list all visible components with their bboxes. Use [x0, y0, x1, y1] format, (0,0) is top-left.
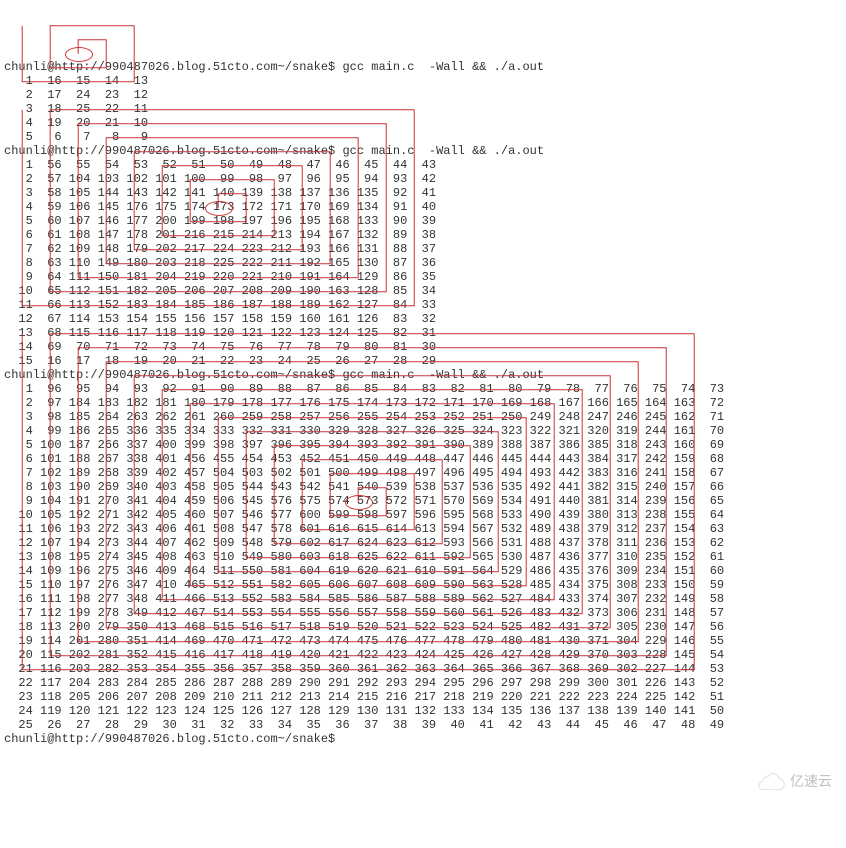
grid-row: 2 17 24 23 12: [4, 88, 846, 102]
grid-row: 15 110 197 276 347 410 465 512 551 582 6…: [4, 578, 846, 592]
grid-row: 6 61 108 147 178 201 216 215 214 213 194…: [4, 228, 846, 242]
grid-row: 5 60 107 146 177 200 199 198 197 196 195…: [4, 214, 846, 228]
grid-row: 8 63 110 149 180 203 218 225 222 211 192…: [4, 256, 846, 270]
grid-row: 8 103 190 269 340 403 458 505 544 543 54…: [4, 480, 846, 494]
watermark: 亿速云: [758, 772, 832, 790]
grid-row: 18 113 200 279 350 413 468 515 516 517 5…: [4, 620, 846, 634]
grid-row: 16 111 198 277 348 411 466 513 552 583 5…: [4, 592, 846, 606]
grid-row: 9 104 191 270 341 404 459 506 545 576 57…: [4, 494, 846, 508]
grid-row: 19 114 201 280 351 414 469 470 471 472 4…: [4, 634, 846, 648]
shell-prompt: chunli@http://990487026.blog.51cto.com~/…: [4, 732, 846, 746]
grid-row: 23 118 205 206 207 208 209 210 211 212 2…: [4, 690, 846, 704]
grid-row: 7 102 189 268 339 402 457 504 503 502 50…: [4, 466, 846, 480]
grid-row: 1 96 95 94 93 92 91 90 89 88 87 86 85 84…: [4, 382, 846, 396]
grid-row: 10 65 112 151 182 205 206 207 208 209 19…: [4, 284, 846, 298]
grid-row: 15 16 17 18 19 20 21 22 23 24 25 26 27 2…: [4, 354, 846, 368]
grid-row: 12 107 194 273 344 407 462 509 548 579 6…: [4, 536, 846, 550]
grid-row: 14 109 196 275 346 409 464 511 550 581 6…: [4, 564, 846, 578]
grid-row: 3 58 105 144 143 142 141 140 139 138 137…: [4, 186, 846, 200]
grid-row: 9 64 111 150 181 204 219 220 221 210 191…: [4, 270, 846, 284]
grid-row: 25 26 27 28 29 30 31 32 33 34 35 36 37 3…: [4, 718, 846, 732]
grid-row: 1 16 15 14 13: [4, 74, 846, 88]
cloud-icon: [758, 772, 786, 790]
grid-row: 4 59 106 145 176 175 174 173 172 171 170…: [4, 200, 846, 214]
grid-row: 7 62 109 148 179 202 217 224 223 212 193…: [4, 242, 846, 256]
grid-row: 11 106 193 272 343 406 461 508 547 578 6…: [4, 522, 846, 536]
grid-row: 4 99 186 265 336 335 334 333 332 331 330…: [4, 424, 846, 438]
grid-row: 12 67 114 153 154 155 156 157 158 159 16…: [4, 312, 846, 326]
grid-row: 20 115 202 281 352 415 416 417 418 419 4…: [4, 648, 846, 662]
grid-row: 5 100 187 266 337 400 399 398 397 396 39…: [4, 438, 846, 452]
grid-row: 3 98 185 264 263 262 261 260 259 258 257…: [4, 410, 846, 424]
grid-row: 24 119 120 121 122 123 124 125 126 127 1…: [4, 704, 846, 718]
grid-row: 2 57 104 103 102 101 100 99 98 97 96 95 …: [4, 172, 846, 186]
shell-prompt: chunli@http://990487026.blog.51cto.com~/…: [4, 60, 846, 74]
grid-row: 21 116 203 282 353 354 355 356 357 358 3…: [4, 662, 846, 676]
grid-row: 14 69 70 71 72 73 74 75 76 77 78 79 80 8…: [4, 340, 846, 354]
terminal-output: chunli@http://990487026.blog.51cto.com~/…: [4, 60, 846, 746]
grid-row: 13 68 115 116 117 118 119 120 121 122 12…: [4, 326, 846, 340]
grid-row: 6 101 188 267 338 401 456 455 454 453 45…: [4, 452, 846, 466]
shell-prompt: chunli@http://990487026.blog.51cto.com~/…: [4, 144, 846, 158]
grid-row: 10 105 192 271 342 405 460 507 546 577 6…: [4, 508, 846, 522]
grid-row: 5 6 7 8 9: [4, 130, 846, 144]
grid-row: 17 112 199 278 349 412 467 514 553 554 5…: [4, 606, 846, 620]
watermark-text: 亿速云: [790, 774, 832, 788]
grid-row: 1 56 55 54 53 52 51 50 49 48 47 46 45 44…: [4, 158, 846, 172]
grid-row: 22 117 204 283 284 285 286 287 288 289 2…: [4, 676, 846, 690]
grid-row: 2 97 184 183 182 181 180 179 178 177 176…: [4, 396, 846, 410]
grid-row: 13 108 195 274 345 408 463 510 549 580 6…: [4, 550, 846, 564]
grid-row: 3 18 25 22 11: [4, 102, 846, 116]
grid-row: 11 66 113 152 183 184 185 186 187 188 18…: [4, 298, 846, 312]
grid-row: 4 19 20 21 10: [4, 116, 846, 130]
shell-prompt: chunli@http://990487026.blog.51cto.com~/…: [4, 368, 846, 382]
